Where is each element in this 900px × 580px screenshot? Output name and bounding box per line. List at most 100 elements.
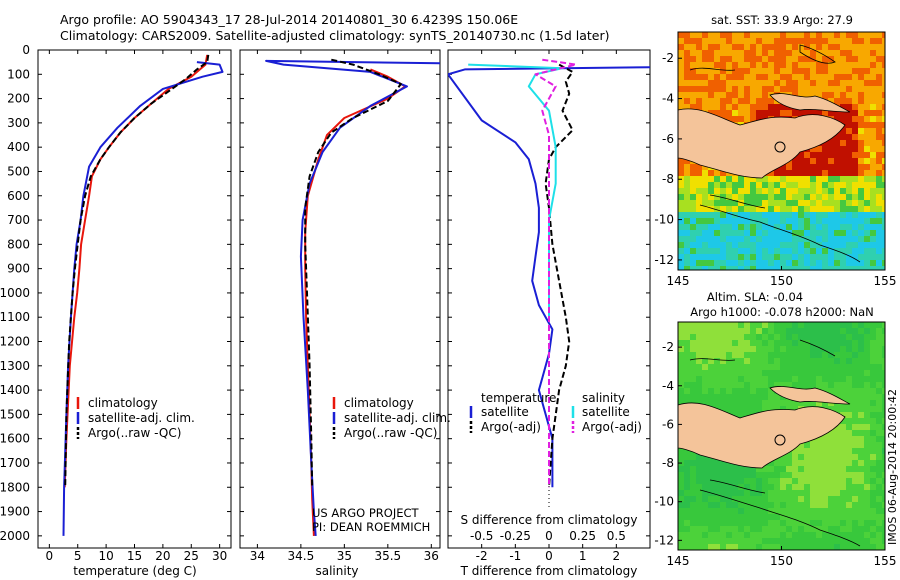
difference-legend: temperature salinity satellite Argo(-adj… [469,391,642,434]
sla-title-2: Argo h1000: -0.078 h2000: NaN [690,305,874,319]
temperature-series-argo-raw-qc- [64,54,210,488]
legend-t-argo: Argo(-adj) [481,420,541,434]
depth-axis: 0 100 200 300 400 500 600 700 800 900 1000 1100 1200… [0,43,30,543]
sst-lat-label: -12 [654,253,674,267]
depth-tick-label: 2000 [0,529,30,543]
difference-panel: -2 -1 0 1 2 -0.5 -0.25 0 0.25 0.5 temperature sal… [447,49,651,578]
depth-tick-label: 500 [7,164,30,178]
difference-s-tick-label: -0.5 [470,529,493,543]
salinity-frame [239,49,441,549]
difference-xtick-label: 0 [545,549,553,563]
depth-tick-label: 1400 [0,383,30,397]
sla-lon-label: 155 [874,554,897,568]
legend-satellite: satellite-adj. clim. [88,411,195,425]
depth-tick-label: 800 [7,237,30,251]
sst-lon-label: 155 [874,274,897,288]
depth-tick-label: 1500 [0,407,30,421]
temperature-xtick-label: 10 [98,549,113,563]
difference-xtick-label: -2 [476,549,488,563]
sla-lon-label: 150 [770,554,793,568]
salinity-panel: 34 34.5 35 35.5 36 salinity climatology sate… [239,49,451,578]
temperature-xtick-label: 30 [212,549,227,563]
sla-lat-label: -6 [662,417,674,431]
salinity-legend: climatology satellite-adj. clim. Argo(..… [332,396,451,440]
depth-tick-label: 1000 [0,286,30,300]
legend-climatology: climatology [88,396,158,410]
depth-tick-label: 200 [7,92,30,106]
depth-tick-label: 400 [7,140,30,154]
depth-tick-label: 1300 [0,359,30,373]
temperature-xtick-label: 25 [184,549,199,563]
salinity-series-climatology [304,68,407,536]
difference-s-tick-label: 0.25 [569,529,596,543]
legend-satellite-s: satellite-adj. clim. [344,411,451,425]
difference-xtick-label: 1 [579,549,587,563]
sla-field [678,322,885,550]
salinity-xtick-label: 35.5 [374,549,401,563]
sla-lat-label: -10 [654,495,674,509]
sst-lat-label: -10 [654,213,674,227]
salinity-xlabel: salinity [315,564,358,578]
legend-s-sat: satellite [582,405,630,419]
t-diff-label: T difference from climatology [460,564,638,578]
difference-series-temperature-satellite [448,66,650,488]
sst-lat-label: -8 [662,172,674,186]
credit-pi: PI: DEAN ROEMMICH [312,520,430,534]
depth-tick-label: 1600 [0,432,30,446]
sst-lat-label: -4 [662,92,674,106]
temperature-xtick-label: 15 [127,549,142,563]
header-subtitle: Climatology: CARS2009. Satellite-adjuste… [60,28,610,43]
sla-land [678,339,861,547]
difference-xtick-label: -1 [509,549,521,563]
legend-argo-s: Argo(..raw -QC) [344,426,437,440]
temperature-series-satellite-adj-clim- [62,61,224,536]
credit-project: US ARGO PROJECT [312,506,420,520]
temperature-xtick-label: 0 [46,549,54,563]
depth-tick-label: 0 [22,43,30,57]
sla-lat-label: -4 [662,379,674,393]
salinity-series-satellite-adj-clim- [265,59,440,536]
depth-tick-label: 1900 [0,505,30,519]
depth-tick-label: 300 [7,116,30,130]
depth-tick-label: 1800 [0,480,30,494]
difference-s-tick-label: 0 [545,529,553,543]
legend-sal-title: salinity [582,391,625,405]
depth-tick-label: 600 [7,189,30,203]
difference-xtick-label: 2 [613,549,621,563]
sst-lon-label: 145 [667,274,690,288]
depth-tick-label: 700 [7,213,30,227]
salinity-xtick-label: 34 [250,549,265,563]
temperature-xtick-label: 5 [74,549,82,563]
salinity-xtick-label: 36 [424,549,439,563]
s-diff-label: S difference from climatology [461,513,638,527]
header-title: Argo profile: AO 5904343_17 28-Jul-2014 … [60,12,518,27]
depth-tick-label: 1200 [0,335,30,349]
difference-s-tick-label: 0.5 [607,529,626,543]
sst-lon-label: 150 [770,274,793,288]
sst-lat-label: -2 [662,51,674,65]
imos-stamp: IMOS 06-Aug-2014 20:00:42 [886,389,899,545]
temperature-frame [37,49,232,549]
depth-tick-label: 900 [7,262,30,276]
legend-argo: Argo(..raw -QC) [88,426,181,440]
legend-climatology-s: climatology [344,396,414,410]
legend-s-argo: Argo(-adj) [582,420,642,434]
sst-lat-label: -6 [662,132,674,146]
difference-s-tick-label: -0.25 [500,529,531,543]
sla-lat-label: -2 [662,340,674,354]
salinity-xtick-label: 35 [337,549,352,563]
depth-tick-label: 1100 [0,310,30,324]
difference-series-temperature-argo-adj- [544,63,574,488]
depth-tick-label: 100 [7,67,30,81]
salinity-series-argo-raw-qc- [304,58,402,488]
temperature-xlabel: temperature (deg C) [73,564,196,578]
sla-lat-label: -12 [654,533,674,547]
sla-map: Altim. SLA: -0.04 Argo h1000: -0.078 h20… [654,290,896,568]
sla-title-1: Altim. SLA: -0.04 [707,290,803,304]
difference-series-salinity-argo-adj- [534,58,577,488]
sst-title: sat. SST: 33.9 Argo: 27.9 [711,13,853,27]
depth-tick-label: 1700 [0,456,30,470]
temperature-panel: 0 5 10 15 20 25 30 temperature (deg C) climato… [37,49,232,578]
temperature-xtick-label: 20 [155,549,170,563]
